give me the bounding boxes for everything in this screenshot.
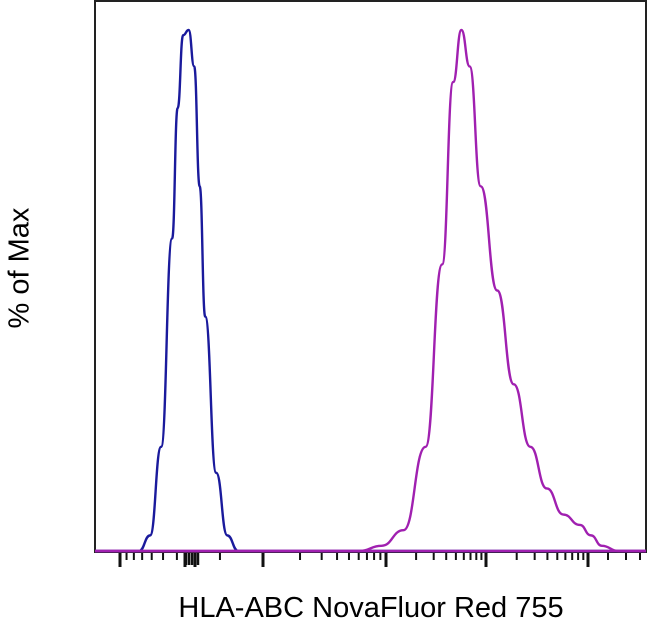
x-axis-label: HLA-ABC NovaFluor Red 755 [178, 592, 564, 624]
y-axis-label-text: % of Max [3, 207, 36, 329]
series-stained-curve [95, 28, 646, 553]
x-axis-ticks [118, 553, 641, 567]
plot-frame [94, 0, 647, 553]
y-axis-label: % of Max [0, 0, 40, 552]
